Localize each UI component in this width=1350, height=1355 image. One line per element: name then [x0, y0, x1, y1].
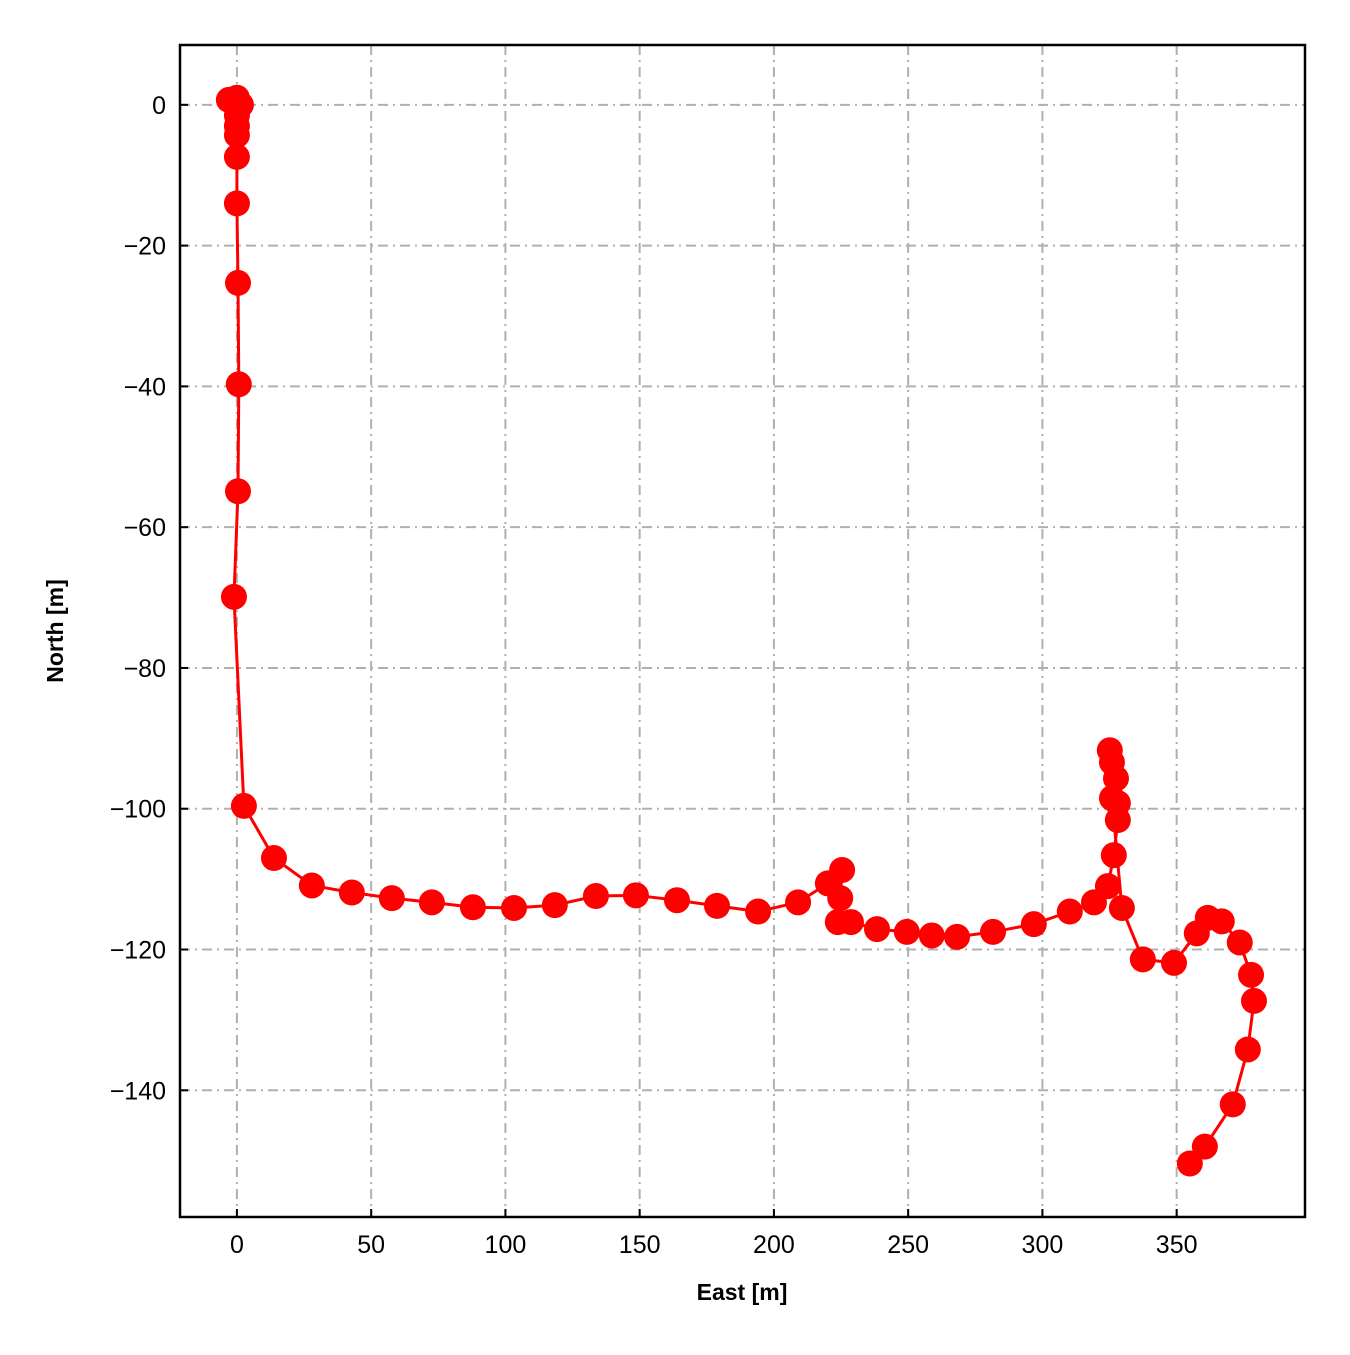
point — [1020, 911, 1047, 938]
y-tick-label: −40 — [124, 373, 166, 401]
point — [944, 923, 971, 950]
x-axis-label: East [m] — [697, 1279, 788, 1305]
point — [1096, 737, 1123, 764]
point — [418, 889, 445, 916]
x-tick-label: 50 — [357, 1231, 385, 1259]
point — [1238, 961, 1265, 988]
plot-frame — [178, 43, 1307, 1219]
point — [827, 885, 854, 912]
point — [1240, 987, 1267, 1014]
y-tick-label: −60 — [124, 514, 166, 542]
point — [223, 190, 250, 217]
point — [1160, 949, 1187, 976]
y-tick-label: −20 — [124, 233, 166, 261]
point — [223, 143, 250, 170]
x-tick-label: 300 — [1022, 1231, 1064, 1259]
point — [1208, 908, 1235, 935]
point — [785, 889, 812, 916]
x-tick-label: 0 — [230, 1231, 244, 1259]
y-axis-label: North [m] — [42, 579, 68, 682]
y-tick-label: 0 — [152, 92, 166, 120]
point — [745, 898, 772, 925]
y-tick-label: −100 — [110, 796, 166, 824]
point — [1108, 894, 1135, 921]
point — [893, 918, 920, 945]
point — [225, 371, 252, 398]
point — [1094, 873, 1121, 900]
point — [541, 892, 568, 919]
point — [224, 478, 251, 505]
point — [1176, 1150, 1203, 1177]
point — [837, 909, 864, 936]
point — [459, 894, 486, 921]
point — [224, 269, 251, 296]
y-tick-label: −140 — [110, 1077, 166, 1105]
point — [230, 792, 257, 819]
point — [1129, 946, 1156, 973]
point — [1100, 842, 1127, 869]
point — [703, 892, 730, 919]
point — [829, 856, 856, 883]
series-line — [228, 96, 1256, 1165]
point — [663, 887, 690, 914]
point — [1191, 1133, 1218, 1160]
x-tick-label: 200 — [753, 1231, 795, 1259]
x-tick-label: 350 — [1156, 1231, 1198, 1259]
y-tick-label: −80 — [124, 655, 166, 683]
x-tick-label: 150 — [619, 1231, 661, 1259]
point — [622, 882, 649, 909]
point — [1056, 898, 1083, 925]
point — [980, 918, 1007, 945]
point — [864, 916, 891, 943]
point — [223, 122, 250, 149]
point — [260, 845, 287, 872]
point — [1219, 1091, 1246, 1118]
point — [501, 894, 528, 921]
x-tick-label: 100 — [485, 1231, 527, 1259]
point — [582, 883, 609, 910]
point — [1226, 929, 1253, 956]
x-tick-label: 250 — [887, 1231, 929, 1259]
point — [298, 872, 325, 899]
point — [338, 879, 365, 906]
point — [220, 583, 247, 610]
point — [1234, 1036, 1261, 1063]
y-tick-label: −120 — [110, 937, 166, 965]
point — [918, 922, 945, 949]
point — [1098, 785, 1125, 812]
point — [378, 885, 405, 912]
